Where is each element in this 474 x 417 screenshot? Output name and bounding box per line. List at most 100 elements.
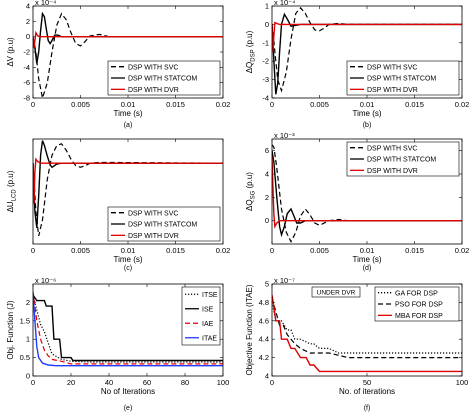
series-line-3 (33, 157, 223, 204)
series-group (272, 294, 462, 373)
series-line-3 (272, 21, 462, 53)
axis-exponent: x 10⁻³ (274, 131, 295, 140)
legend-box (107, 206, 221, 242)
y-tick-label: 0 (265, 216, 269, 225)
axis-exponent: x 10⁻⁷ (274, 276, 295, 285)
x-tick-label: 100 (217, 378, 230, 387)
legend-box (181, 286, 221, 346)
legend-box (346, 60, 460, 96)
x-tick-label: 0.015 (405, 100, 424, 109)
legend-label-2: PSO FOR DSP (395, 302, 443, 309)
x-axis-label: Time (s) (352, 255, 381, 264)
y-tick-label: 1 (26, 335, 30, 344)
x-tick-label: 40 (105, 378, 113, 387)
y-axis-label-main: ΔU (6, 201, 15, 212)
panel-caption: (a) (124, 122, 133, 129)
series-line-2 (33, 294, 223, 362)
x-tick-label: 50 (363, 378, 371, 387)
y-tick-label: -8 (23, 94, 30, 103)
x-tick-label: 0.02 (455, 100, 470, 109)
y-tick-label: 4.6 (259, 316, 269, 325)
series-line-4 (33, 293, 223, 367)
y-tick-label: -2 (23, 48, 30, 57)
legend-label-1: DSP WITH SVC (367, 64, 417, 71)
chart-panel-a: 0 0.005 0.01 0.015 0.02 -8 -6 -4 -2 0 2 4 x 10⁻⁴ Time… (6, 0, 230, 129)
legend-label-3: DSP WITH DVR (367, 168, 418, 175)
y-axis-label: Objective Function (ITAE) (245, 284, 254, 375)
x-axis-label: Time (s) (113, 109, 142, 118)
series-line-1 (272, 144, 462, 244)
x-tick-label: 0 (270, 100, 274, 109)
annotation-text: UNDER DVR (317, 290, 356, 297)
y-axis-label-unit: (p.u) (245, 172, 254, 191)
series-line-3 (33, 30, 223, 49)
legend-label-1: DSP WITH SVC (128, 64, 178, 71)
panel-caption: (b) (363, 122, 372, 129)
legend-label-3: DSP WITH DVR (128, 87, 179, 94)
x-tick-label: 0.01 (121, 100, 136, 109)
y-tick-label: -3 (262, 75, 269, 84)
x-tick-label: 0.01 (360, 246, 375, 255)
legend-label-3: DSP WITH DVR (367, 87, 418, 94)
series-group (272, 6, 462, 95)
x-tick-label: 0.01 (360, 100, 375, 109)
legend-label-2: ISE (202, 306, 214, 313)
y-axis-label: ΔQSG (p.u) (245, 172, 257, 211)
y-tick-label: 4 (26, 2, 30, 11)
y-tick-label: -6 (23, 78, 30, 87)
x-tick-label: 0 (270, 378, 274, 387)
y-tick-label: -1 (262, 38, 269, 47)
y-axis-label-unit: Function (J) (6, 300, 15, 345)
x-tick-label: 0.01 (121, 246, 136, 255)
x-tick-label: 60 (143, 378, 151, 387)
panel-caption: (c) (124, 265, 132, 272)
x-tick-label: 0.005 (71, 100, 90, 109)
y-axis-label-unit: Function (ITAE) (245, 284, 254, 342)
series-line-2 (33, 11, 223, 64)
series-line-3 (272, 294, 462, 373)
y-axis-label-main: ΔV (6, 55, 15, 66)
x-tick-label: 0.02 (216, 100, 231, 109)
x-tick-label: 0 (31, 100, 35, 109)
series-group (33, 140, 223, 237)
legend-label-2: DSP WITH STATCOM (128, 76, 197, 83)
chart-panel-f: 0 50 100 4 4.2 4.4 4.6 4.8 5 x 10⁻⁷ No. of iterati… (245, 276, 468, 412)
y-tick-label: 1.5 (20, 316, 30, 325)
y-axis-label: Obj. Function (J) (6, 300, 15, 359)
plot-frame (32, 5, 224, 99)
y-axis-label-main: Objective (245, 342, 254, 376)
y-axis-label-unit: (p.u) (6, 170, 15, 189)
y-axis-label-unit: (p.u) (6, 37, 15, 56)
x-tick-label: 100 (456, 378, 469, 387)
y-tick-label: -2 (262, 57, 269, 66)
plot-frame (271, 283, 463, 377)
y-axis-label-main: ΔQ (245, 62, 254, 74)
x-tick-label: 20 (67, 378, 75, 387)
series-line-3 (272, 156, 462, 229)
y-axis-label-subscript: DSP (251, 49, 257, 61)
chart-panel-b: 0 0.005 0.01 0.015 0.02 -4 -3 -2 -1 0 1 x 10⁻⁴ Time … (245, 0, 469, 129)
y-tick-label: 4.8 (259, 298, 269, 307)
plot-frame (32, 138, 224, 245)
series-line-2 (33, 140, 223, 228)
legend-label-2: DSP WITH STATCOM (128, 222, 197, 229)
axis-exponent: x 10⁻⁴ (35, 0, 56, 7)
y-tick-label: 2 (265, 193, 269, 202)
panel-caption: (d) (363, 265, 372, 272)
legend-label-1: ITSE (202, 292, 218, 299)
y-tick-label: 4 (265, 372, 269, 381)
plot-frame (271, 5, 463, 99)
legend-label-4: ITAE (202, 335, 217, 342)
series-group (272, 144, 462, 244)
legend-label-1: GA FOR DSP (395, 290, 438, 297)
y-axis-label: ΔQDSP (p.u) (245, 30, 257, 73)
x-tick-label: 0 (270, 246, 274, 255)
x-tick-label: 0.02 (216, 246, 231, 255)
legend-label-2: DSP WITH STATCOM (367, 157, 436, 164)
x-tick-label: 0.005 (310, 100, 329, 109)
series-line-2 (272, 150, 462, 238)
series-line-1 (33, 143, 223, 237)
x-tick-label: 0.015 (166, 246, 185, 255)
y-axis-label: ΔULCD (p.u) (6, 170, 18, 212)
y-tick-label: 0 (26, 372, 30, 381)
